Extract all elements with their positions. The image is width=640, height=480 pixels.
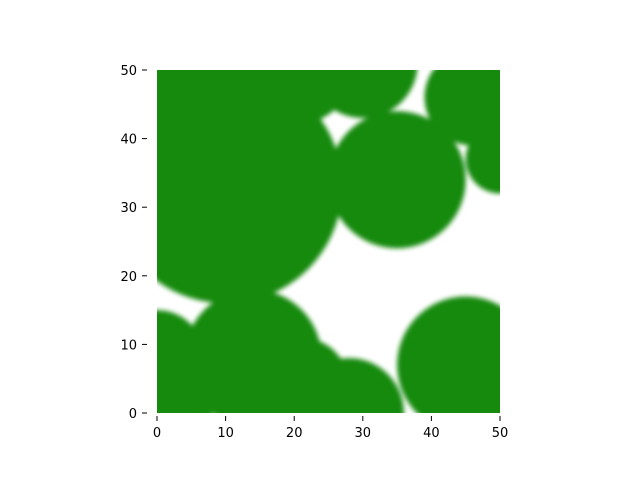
y-axis: 0 10 20 30 40 50 [120,64,147,422]
heatmap-cells [157,70,500,413]
y-tick-label: 0 [129,407,137,422]
x-tick-label: 10 [217,426,234,441]
x-axis: 0 10 20 30 40 50 [153,416,508,441]
heat-region-5 [424,70,500,146]
heat-region-13 [445,358,500,413]
x-tick-label: 50 [492,426,509,441]
x-tick-label: 40 [423,426,440,441]
y-tick-label: 20 [120,270,137,285]
heat-region-6 [465,124,500,194]
x-tick-label: 30 [355,426,372,441]
y-tick-label: 40 [120,133,137,148]
x-tick-label: 0 [153,426,161,441]
heat-region-4 [328,111,466,249]
heat-region-11 [157,378,212,413]
y-tick-label: 10 [120,338,137,353]
y-tick-label: 30 [120,201,137,216]
heat-region-3 [308,70,418,119]
x-tick-label: 20 [286,426,303,441]
y-tick-label: 50 [120,64,137,79]
heat-region-9 [294,358,404,413]
